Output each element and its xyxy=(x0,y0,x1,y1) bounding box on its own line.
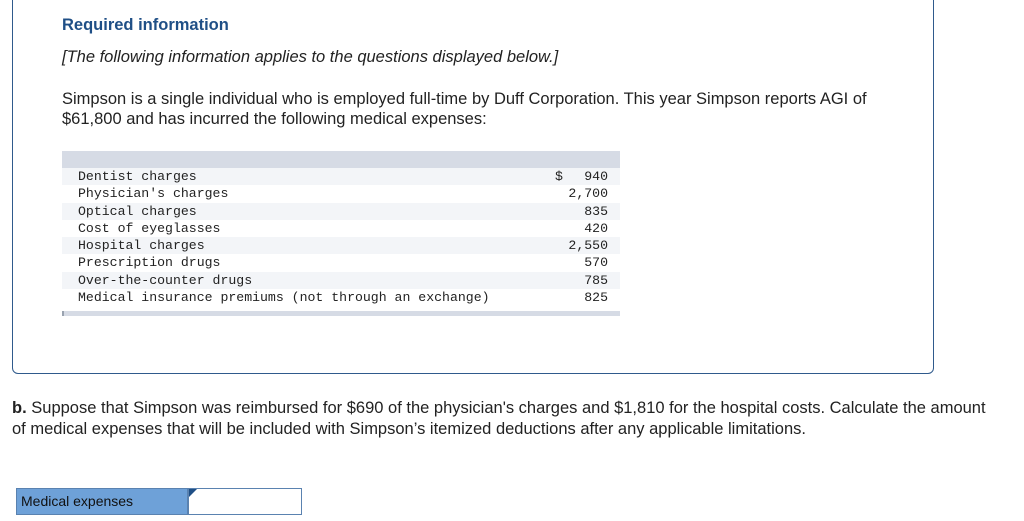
table-row: Hospital charges 2,550 xyxy=(62,237,620,255)
currency-symbol: $ xyxy=(555,169,563,184)
expense-label: Dentist charges xyxy=(78,169,197,184)
medical-expenses-table: Dentist charges $ 940 Physician's charge… xyxy=(62,151,620,317)
expense-amount: 940 xyxy=(584,169,608,184)
table-row: Dentist charges $ 940 xyxy=(62,168,620,186)
table-row: Optical charges 835 xyxy=(62,202,620,220)
expense-label: Optical charges xyxy=(78,203,197,219)
required-info-note: [The following information applies to th… xyxy=(62,48,559,66)
medical-expenses-label: Medical expenses xyxy=(16,488,188,515)
required-info-body: Simpson is a single individual who is em… xyxy=(62,90,867,128)
expense-amount: 570 xyxy=(584,255,608,271)
expense-amount: 785 xyxy=(584,272,608,288)
expense-amount: 825 xyxy=(584,290,608,306)
table-row: Cost of eyeglasses 420 xyxy=(62,220,620,237)
question-b: b. Suppose that Simpson was reimbursed f… xyxy=(12,398,1002,439)
expense-amount: 420 xyxy=(584,220,608,236)
medical-expenses-input-wrapper xyxy=(188,488,302,515)
expense-label: Physician's charges xyxy=(78,186,229,202)
answer-row: Medical expenses xyxy=(16,488,302,515)
input-flag-icon xyxy=(189,489,197,497)
expense-label: Cost of eyeglasses xyxy=(78,220,221,236)
expense-label: Over-the-counter drugs xyxy=(78,272,253,288)
expense-amount: 835 xyxy=(584,203,608,219)
table-header-bar xyxy=(62,151,620,168)
question-part-label: b. xyxy=(12,399,27,417)
expense-label: Medical insurance premiums (not through … xyxy=(78,290,490,306)
expense-label: Hospital charges xyxy=(78,238,205,254)
expense-amount: 2,550 xyxy=(568,238,608,254)
medical-expenses-input[interactable] xyxy=(189,489,301,514)
required-info-title: Required information xyxy=(62,16,229,34)
table-row: Physician's charges 2,700 xyxy=(62,185,620,202)
table-body: Dentist charges $ 940 Physician's charge… xyxy=(62,168,620,306)
expense-amount: 2,700 xyxy=(568,186,608,202)
question-text: Suppose that Simpson was reimbursed for … xyxy=(12,399,986,438)
expense-label: Prescription drugs xyxy=(78,255,221,271)
table-row: Over-the-counter drugs 785 xyxy=(62,271,620,290)
table-row: Prescription drugs 570 xyxy=(62,254,620,271)
table-footer-bar xyxy=(62,311,620,317)
table-row: Medical insurance premiums (not through … xyxy=(62,289,620,306)
